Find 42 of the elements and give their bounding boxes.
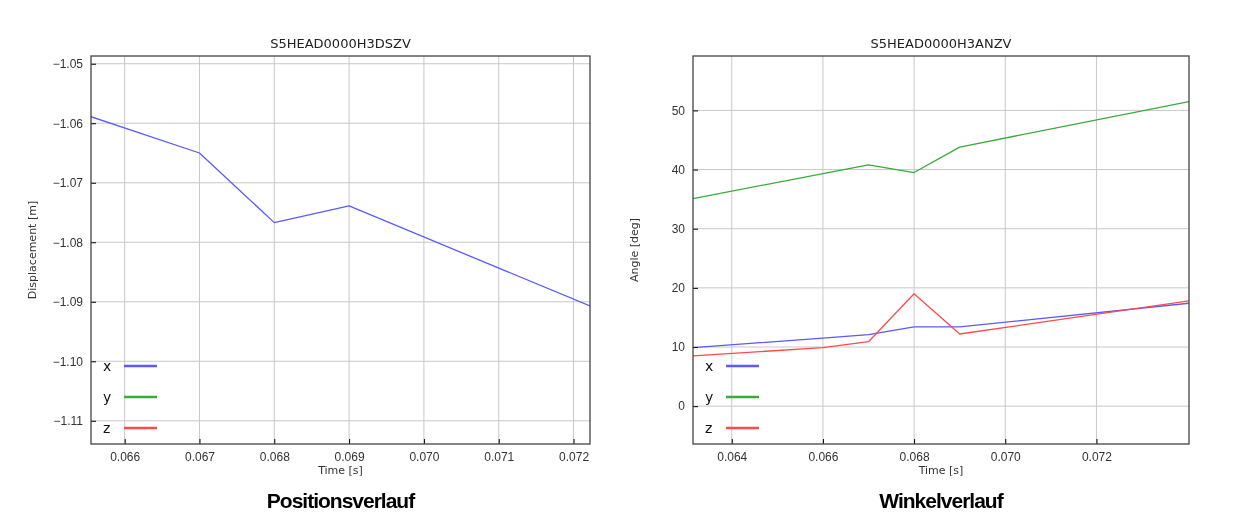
chart-title: S5HEAD0000H3ANZV	[870, 36, 1012, 51]
y-axis-title: Angle [deg]	[628, 217, 641, 283]
y-tick-label: 30	[671, 222, 686, 237]
text: Winkelverlauf	[879, 489, 1005, 512]
legend-label: z	[103, 420, 111, 436]
y-tick-label: 0	[678, 399, 686, 414]
y-tick-label: 50	[671, 103, 686, 118]
y-tick-label: −1.09	[52, 295, 84, 310]
line-series	[693, 100, 1189, 200]
line-series	[91, 116, 590, 307]
x-tick-label: 0.068	[899, 449, 930, 464]
x-tick-label: 0.068	[259, 449, 291, 464]
x-tick-label: 0.071	[484, 449, 515, 464]
legend-label: y	[103, 389, 112, 405]
x-tick-label: 0.070	[409, 449, 440, 464]
x-tick-label: 0.066	[110, 449, 141, 464]
y-tick-label: −1.11	[53, 414, 84, 429]
x-tick-label: 0.069	[334, 449, 365, 464]
x-tick-label: 0.064	[717, 449, 748, 464]
legend-label: z	[705, 420, 713, 436]
y-tick-label: −1.08	[52, 235, 84, 250]
text: Positionsverlauf	[266, 489, 417, 512]
chart-title: S5HEAD0000H3DSZV	[270, 36, 411, 51]
x-axis-title: Time [s]	[917, 464, 964, 477]
line-series	[693, 293, 1189, 357]
y-tick-label: 40	[671, 162, 686, 177]
y-tick-label: −1.07	[52, 176, 84, 191]
y-tick-label: −1.10	[52, 354, 84, 369]
x-tick-label: 0.072	[559, 449, 590, 464]
y-tick-label: 10	[671, 340, 686, 355]
legend-label: y	[705, 389, 714, 405]
y-tick-label: −1.06	[52, 116, 84, 131]
x-tick-label: 0.067	[184, 449, 216, 464]
y-tick-label: 20	[671, 281, 686, 296]
y-axis-title: Displacement [m]	[26, 200, 39, 300]
x-tick-label: 0.072	[1081, 449, 1113, 464]
y-tick-label: −1.05	[52, 57, 84, 72]
legend-label: x	[103, 358, 112, 374]
x-axis-title: Time [s]	[317, 464, 363, 477]
x-tick-label: 0.070	[990, 449, 1022, 464]
legend-label: x	[705, 358, 714, 374]
x-tick-label: 0.066	[808, 449, 839, 464]
